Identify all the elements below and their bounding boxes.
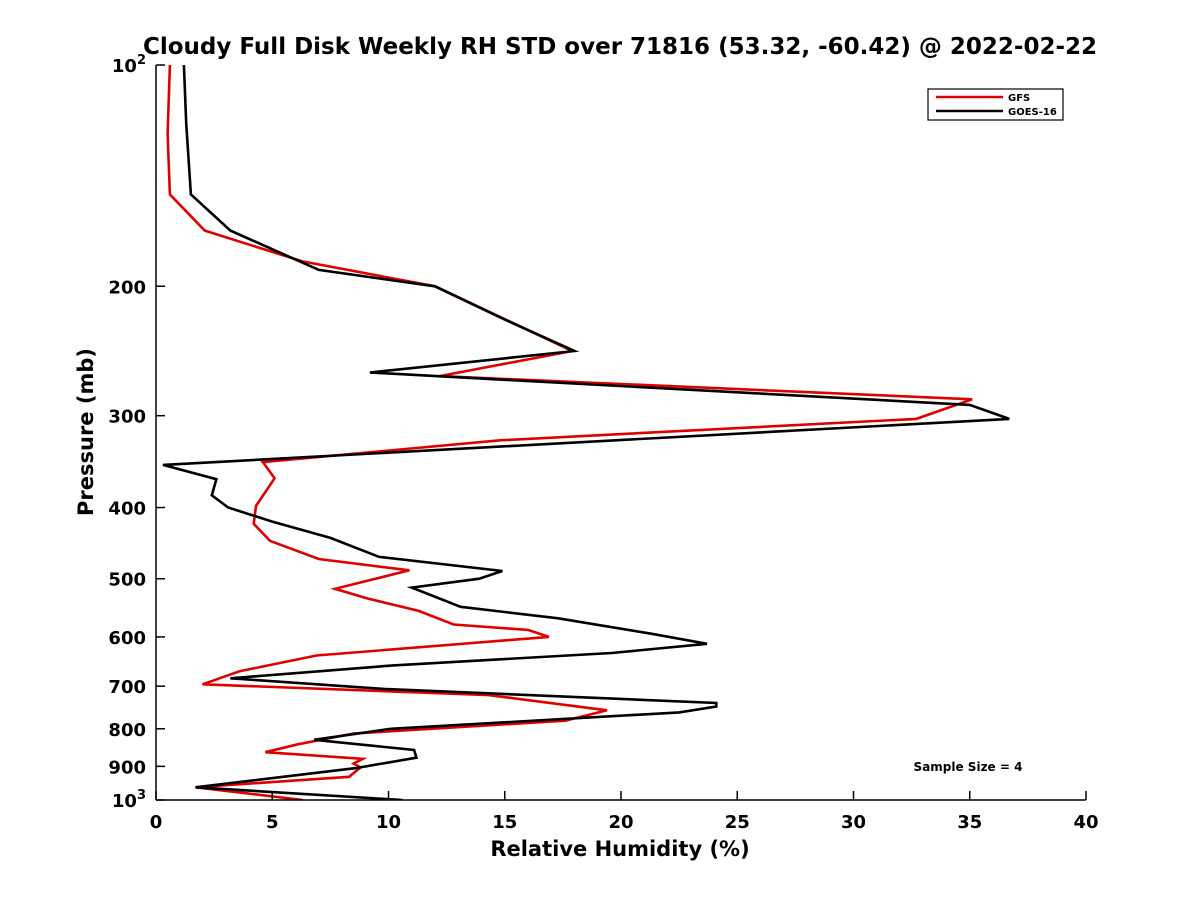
legend: GFS GOES-16	[927, 88, 1064, 121]
y-axis-label: Pressure (mb)	[74, 348, 98, 516]
y-tick-label: 800	[108, 720, 146, 741]
y-tick-label: 200	[108, 277, 146, 298]
y-tick-label: 300	[108, 407, 146, 428]
x-tick-label: 30	[841, 812, 866, 833]
legend-label-gfs: GFS	[1008, 93, 1030, 104]
series-line-gfs	[166, 65, 973, 800]
series-line-goes-16	[162, 65, 1010, 800]
x-tick-label: 0	[150, 812, 163, 833]
legend-label-goes-16: GOES-16	[1008, 107, 1057, 118]
x-tick-label: 10	[376, 812, 401, 833]
y-tick-label: 103	[112, 788, 146, 812]
plot-background	[156, 65, 1086, 800]
y-tick-label: 102	[112, 53, 146, 77]
x-tick-label: 35	[957, 812, 982, 833]
x-tick-label: 5	[266, 812, 279, 833]
x-axis-label: Relative Humidity (%)	[490, 837, 749, 861]
plot-area: 0 5 10 15 20 25 30 35 40 102 200 300 400 500 600 700 800…	[108, 53, 1098, 833]
x-tick-label: 20	[608, 812, 633, 833]
y-tick-label: 700	[108, 677, 146, 698]
x-tick-label: 25	[725, 812, 750, 833]
legend-box	[927, 88, 1064, 121]
chart-title: Cloudy Full Disk Weekly RH STD over 7181…	[143, 34, 1097, 60]
axes-layer: 0 5 10 15 20 25 30 35 40 102 200 300 400 500 600 700 800…	[108, 53, 1098, 833]
x-tick-label: 15	[492, 812, 517, 833]
x-tick-label: 40	[1073, 812, 1098, 833]
series-layer	[162, 65, 1010, 800]
sample-size-annotation: Sample Size = 4	[914, 760, 1023, 774]
y-tick-label: 400	[108, 499, 146, 520]
y-tick-label: 900	[108, 757, 146, 778]
y-tick-label: 600	[108, 628, 146, 649]
y-tick-label: 500	[108, 570, 146, 591]
